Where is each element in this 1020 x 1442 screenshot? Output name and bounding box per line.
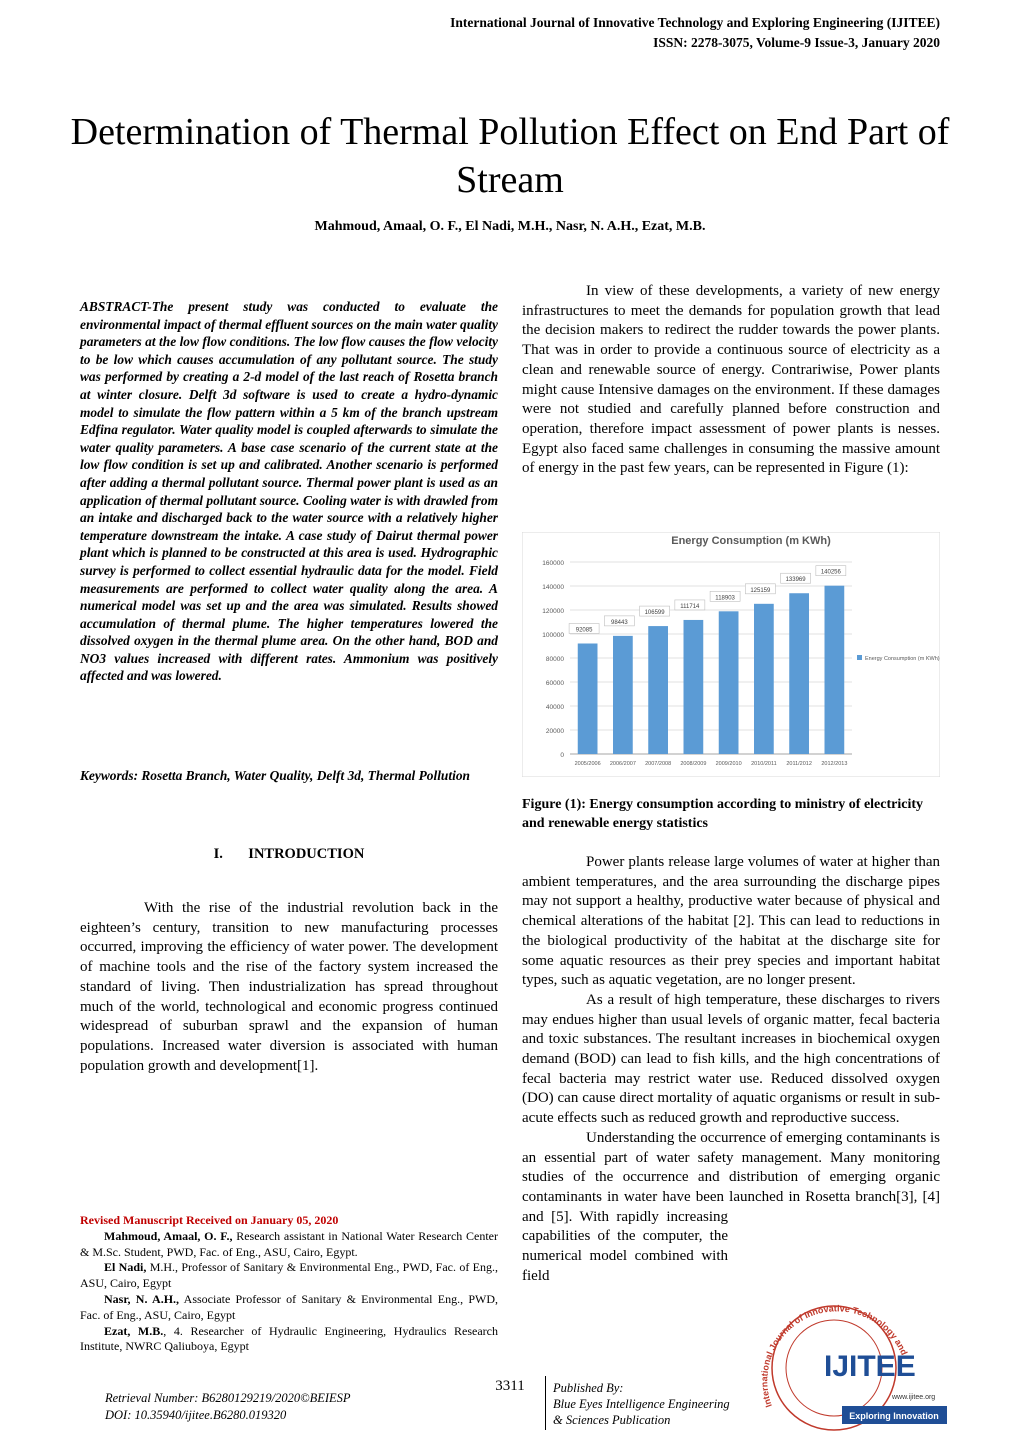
- x-tick-label: 2012/2013: [821, 761, 847, 767]
- paragraph: As a result of high temperature, these d…: [522, 991, 940, 1127]
- y-tick-label: 60000: [546, 680, 564, 687]
- logo-tagline: Exploring Innovation: [849, 1411, 939, 1421]
- bar: [613, 635, 633, 754]
- x-tick-label: 2011/2012: [786, 761, 812, 767]
- logo-name: IJITEE: [824, 1350, 916, 1383]
- chart-title: Energy Consumption (m KWh): [671, 535, 831, 547]
- x-tick-label: 2009/2010: [716, 761, 742, 767]
- y-tick-label: 120000: [542, 608, 564, 615]
- x-tick-label: 2008/2009: [680, 761, 706, 767]
- footnote-name: El Nadi,: [104, 1260, 147, 1275]
- legend-label: Energy Consumption (m KWh): [865, 656, 940, 662]
- data-label: 125159: [750, 588, 771, 594]
- data-label-box: [780, 572, 811, 584]
- authors: Mahmoud, Amaal, O. F., El Nadi, M.H., Na…: [314, 219, 706, 234]
- x-tick-label: 2005/2006: [575, 761, 601, 767]
- journal-logo: International Journal of Innovative Tech…: [752, 1296, 947, 1431]
- separator: [545, 1376, 546, 1430]
- published-by: Published By:: [553, 1381, 624, 1395]
- abstract: ABSTRACT-The present study was conducted…: [80, 299, 498, 684]
- logo-url: www.ijitee.org: [891, 1394, 935, 1401]
- y-tick-label: 20000: [546, 728, 564, 735]
- x-tick-label: 2010/2011: [751, 761, 777, 767]
- publisher: & Sciences Publication: [553, 1413, 671, 1427]
- data-label-box: [604, 615, 635, 627]
- legend-swatch: [857, 655, 862, 660]
- paragraph: In view of these developments, a variety…: [522, 283, 940, 477]
- data-label: 111714: [680, 604, 700, 610]
- paper-title: Determination of Thermal Pollution Effec…: [70, 111, 950, 201]
- paragraph: Power plants release large volumes of wa…: [522, 854, 940, 989]
- bar: [824, 585, 845, 754]
- paragraph: Understanding the occurrence of emerging…: [522, 1129, 940, 1284]
- x-tick-label: 2006/2007: [610, 761, 636, 767]
- section-heading: I. INTRODUCTION: [213, 846, 365, 862]
- bar: [683, 619, 704, 754]
- footnote-text: Associate Professor of Sanitary & Enviro…: [80, 1291, 498, 1322]
- bar: [577, 643, 598, 754]
- footnote-text: , 4. Researcher of Hydraulic Engineering…: [80, 1323, 498, 1354]
- y-tick-label: 160000: [542, 560, 564, 567]
- data-label-box: [639, 605, 670, 617]
- data-label: 140256: [821, 570, 842, 576]
- data-label-box: [568, 623, 600, 634]
- footnote: El Nadi, M.H., Professor of Sanitary & E…: [80, 1260, 498, 1292]
- y-tick-label: 100000: [542, 632, 564, 639]
- publisher: Blue Eyes Intelligence Engineering: [553, 1397, 730, 1411]
- y-tick-label: 80000: [546, 656, 564, 663]
- footnotes: Revised Manuscript Received on January 0…: [80, 1213, 498, 1355]
- footnote-name: Mahmoud, Amaal, O. F.,: [104, 1228, 233, 1243]
- page-number: 3311: [495, 1378, 525, 1394]
- footnote-name: Ezat, M.B.: [104, 1323, 164, 1338]
- footnote: Ezat, M.B., 4. Researcher of Hydraulic E…: [80, 1324, 498, 1356]
- footnote-name: Nasr, N. A.H.,: [104, 1291, 180, 1306]
- doi: DOI: 10.35940/ijitee.B6280.019320: [105, 1408, 287, 1422]
- data-label-box: [745, 583, 776, 595]
- y-tick-label: 0: [560, 752, 564, 759]
- bar: [648, 626, 668, 754]
- chart: Energy Consumption (m KWh) 0 20000 40000 600…: [522, 532, 940, 777]
- issn: ISSN: 2278-3075, Volume-9 Issue-3, Janua…: [653, 35, 940, 50]
- received-note: Revised Manuscript Received on January 0…: [80, 1213, 339, 1227]
- column: Power plants release large volumes of wa…: [522, 853, 940, 1357]
- data-label: 98443: [611, 620, 628, 626]
- data-label: 92085: [576, 627, 593, 633]
- data-label: 133969: [786, 577, 807, 583]
- x-tick-label: 2007/2008: [645, 761, 671, 767]
- footnote-text: M.H., Professor of Sanitary & Environmen…: [80, 1260, 499, 1291]
- bar: [789, 593, 809, 754]
- keywords: Keywords: Rosetta Branch, Water Quality,…: [80, 768, 470, 783]
- y-tick-label: 40000: [546, 704, 564, 711]
- footnote: Mahmoud, Amaal, O. F., Research assistan…: [80, 1229, 498, 1261]
- footnote: Nasr, N. A.H., Associate Professor of Sa…: [80, 1292, 498, 1324]
- y-tick-label: 140000: [542, 584, 564, 591]
- bar: [718, 611, 739, 754]
- data-label: 106599: [645, 610, 666, 616]
- figure-caption: Figure (1): Energy consumption according…: [522, 797, 924, 831]
- data-label-box: [709, 591, 741, 602]
- bar: [754, 603, 774, 754]
- footnote-text: Research assistant in National Water Res…: [80, 1228, 498, 1259]
- intro-paragraph: With the rise of the industrial revoluti…: [80, 900, 498, 1074]
- column: In view of these developments, a variety…: [522, 282, 940, 479]
- retrieval-number: Retrieval Number: B6280129219/2020©BEIES…: [105, 1391, 351, 1405]
- journal-name: International Journal of Innovative Tech…: [450, 15, 940, 30]
- data-label-box: [674, 599, 706, 611]
- data-label-box: [815, 565, 847, 576]
- data-label: 118903: [715, 595, 735, 601]
